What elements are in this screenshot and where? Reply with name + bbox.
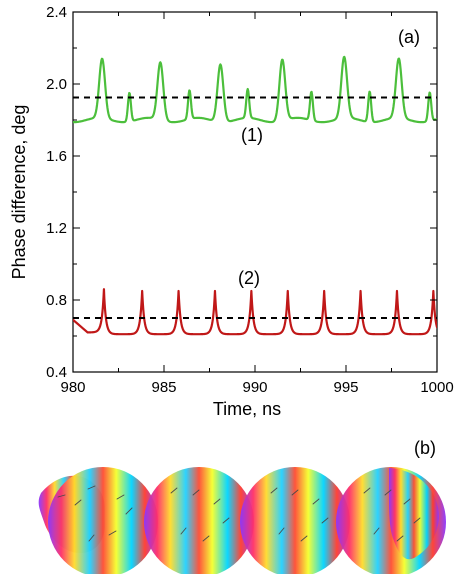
warp-circle-3 [240,467,350,574]
y-tick-label: 2.0 [46,76,67,93]
y-tick-label: 2.4 [46,4,67,21]
y-tick-label: 0.4 [46,364,67,381]
x-tick-label: 1000 [420,379,453,396]
x-axis-ticks: 980 985 990 995 1000 [60,12,454,396]
warp-circle-2 [144,467,254,574]
warp-right-wing [388,468,439,560]
panel-a-label: (a) [398,27,420,47]
vector-field [57,485,421,542]
x-tick-label: 990 [242,379,267,396]
plot-area: 980 985 990 995 1000 0.40.81.21.62.02.4 (a) … [9,4,454,419]
series-layer [73,55,437,336]
series-2-label: (2) [238,268,260,288]
y-axis-ticks: 0.4 0.8 1.2 1.6 2.0 2.4 [46,4,437,381]
x-axis-label: Time, ns [213,399,281,419]
warp-structure [38,467,446,574]
series-1-label: (1) [241,125,263,145]
panel-b-label: (b) [414,438,436,458]
x-tick-label: 980 [60,379,85,396]
y-axis-label: Phase difference, deg [9,105,29,280]
y-tick-label: 0.8 [46,292,67,309]
x-tick-label: 985 [151,379,176,396]
x-tick-label: 995 [333,379,358,396]
y-tick-label: 1.6 [46,148,67,165]
warp-circle-1 [48,467,158,574]
series-1-line [73,55,437,124]
series-2-line [73,288,437,336]
y-tick-label: 1.2 [46,220,67,237]
panel-b-image: (b) [38,438,446,574]
